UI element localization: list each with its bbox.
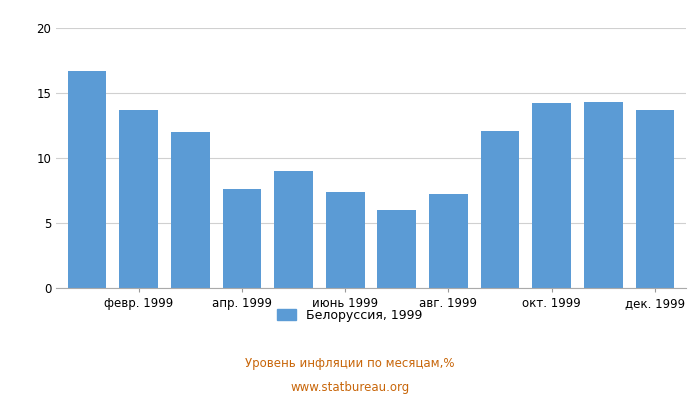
- Text: Уровень инфляции по месяцам,%: Уровень инфляции по месяцам,%: [245, 358, 455, 370]
- Bar: [429, 194, 468, 288]
- Legend: Белоруссия, 1999: Белоруссия, 1999: [277, 309, 423, 322]
- Bar: [533, 103, 571, 288]
- Bar: [584, 102, 623, 288]
- Bar: [119, 110, 158, 288]
- Bar: [636, 110, 674, 288]
- Bar: [481, 131, 519, 288]
- Bar: [274, 171, 313, 288]
- Bar: [326, 192, 365, 288]
- Text: www.statbureau.org: www.statbureau.org: [290, 382, 410, 394]
- Bar: [377, 210, 416, 288]
- Bar: [171, 132, 209, 288]
- Bar: [68, 71, 106, 288]
- Bar: [223, 189, 261, 288]
